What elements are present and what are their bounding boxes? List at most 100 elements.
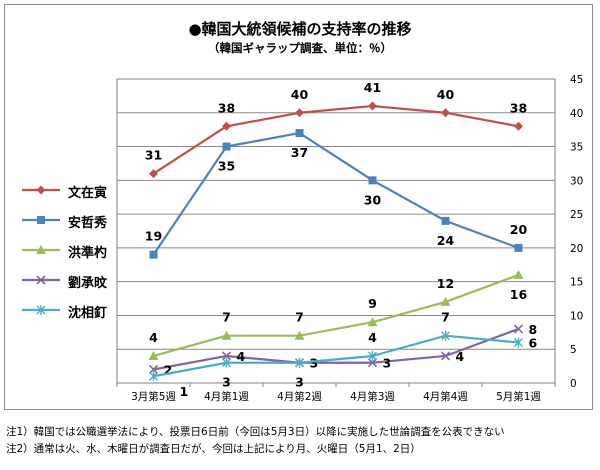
data-point [148,364,159,375]
data-label: 6 [529,335,538,350]
y-tick-label: 35 [570,142,583,154]
data-point [513,324,524,334]
data-label: 4 [149,330,158,345]
chart-legend: 文在寅 安哲秀 洪準杓 劉承旼 沈相釘 [20,180,130,330]
y-tick-label: 10 [570,310,583,322]
legend-item: 安哲秀 [20,210,130,240]
data-label: 3 [383,356,392,371]
data-point [295,357,304,368]
data-label: 4 [368,330,377,345]
data-point [368,176,377,185]
data-label: 7 [295,310,304,325]
data-label: 9 [368,296,377,311]
data-point [440,296,451,306]
y-tick-label: 30 [570,175,583,187]
legend-item: 文在寅 [20,180,130,210]
legend-swatch [22,245,60,254]
x-tick-label: 3月第5週 [131,390,176,403]
data-label: 38 [510,100,527,115]
data-label: 7 [222,310,231,325]
legend-item: 沈相釘 [20,300,130,330]
data-label: 4 [456,349,465,364]
data-label: 7 [441,310,450,325]
x-tick-label: 4月第3週 [350,390,395,403]
data-point [441,108,450,118]
legend-item: 洪準杓 [20,240,130,270]
data-label: 37 [291,145,308,160]
data-label: 16 [510,287,528,302]
series-line [152,104,519,175]
data-label: 4 [237,349,246,364]
data-point [149,169,158,179]
chart-frame [4,4,593,410]
data-point [222,142,231,151]
legend-label: 劉承旼 [68,276,108,291]
series-line [152,131,519,256]
x-tick-label: 4月第2週 [277,390,322,403]
y-tick-label: 5 [570,344,577,356]
legend-swatch [22,275,60,285]
data-point [368,101,377,111]
data-point [514,243,523,252]
data-point [295,108,304,118]
data-label: 40 [291,87,309,102]
x-tick-label: 4月第1週 [204,390,249,403]
data-label: 30 [364,192,382,207]
data-label: 3 [222,375,231,390]
data-label: 20 [510,222,528,237]
data-point [148,350,159,360]
y-tick-label: 20 [570,243,583,255]
y-tick-label: 40 [570,108,583,120]
legend-swatch [22,305,60,315]
data-point [222,357,231,368]
y-tick-label: 0 [570,378,577,390]
y-tick-label: 15 [570,277,583,289]
data-label: 12 [437,276,454,291]
data-label: 35 [218,159,235,174]
legend-label: 沈相釘 [68,306,108,321]
legend-label: 文在寅 [68,186,108,201]
data-label: 3 [310,356,319,371]
legend-item: 劉承旼 [20,270,130,300]
footnote-2: 注2）通常は火、水、木曜日が調査日だが、今回は上記により月、火曜日（5月1、2日… [6,443,421,455]
data-point [367,317,378,327]
chart-subtitle: （韓国ギャラップ調査、単位：％） [208,41,392,55]
data-point [514,121,523,131]
data-label: 19 [145,229,162,244]
data-label: 3 [295,375,304,390]
legend-swatch [22,185,60,195]
legend-marker [36,305,46,315]
data-label: 24 [437,233,455,248]
data-point [440,351,451,361]
data-point [514,337,523,348]
data-point [441,216,450,225]
legend-marker [36,245,46,254]
legend-marker [37,216,45,224]
data-point [441,330,450,341]
footnote-1: 注1）韓国では公職選挙法により、投票日6日前（今回は5月3日）以降に実施した世論… [6,426,505,438]
data-label: 41 [364,80,381,95]
series-line [153,327,519,371]
legend-label: 安哲秀 [68,216,108,231]
data-point [294,330,305,340]
data-label: 31 [145,148,162,163]
series-line [153,273,519,358]
y-tick-label: 45 [570,74,583,86]
x-tick-label: 5月第1週 [496,390,541,403]
data-label: 2 [164,362,173,377]
data-point [149,371,158,382]
data-point [295,129,304,138]
data-point [149,250,158,259]
legend-marker [36,275,46,285]
data-label: 8 [529,322,538,337]
legend-swatch [22,216,60,224]
x-tick-label: 4月第4週 [423,390,468,403]
data-point [221,351,232,361]
data-label: 1 [180,384,189,399]
data-point [367,358,378,368]
data-label: 40 [437,87,455,102]
chart-title: ●韓国大統領候補の支持率の推移 [188,20,412,38]
series-line [153,334,519,378]
legend-label: 洪準杓 [68,246,108,261]
